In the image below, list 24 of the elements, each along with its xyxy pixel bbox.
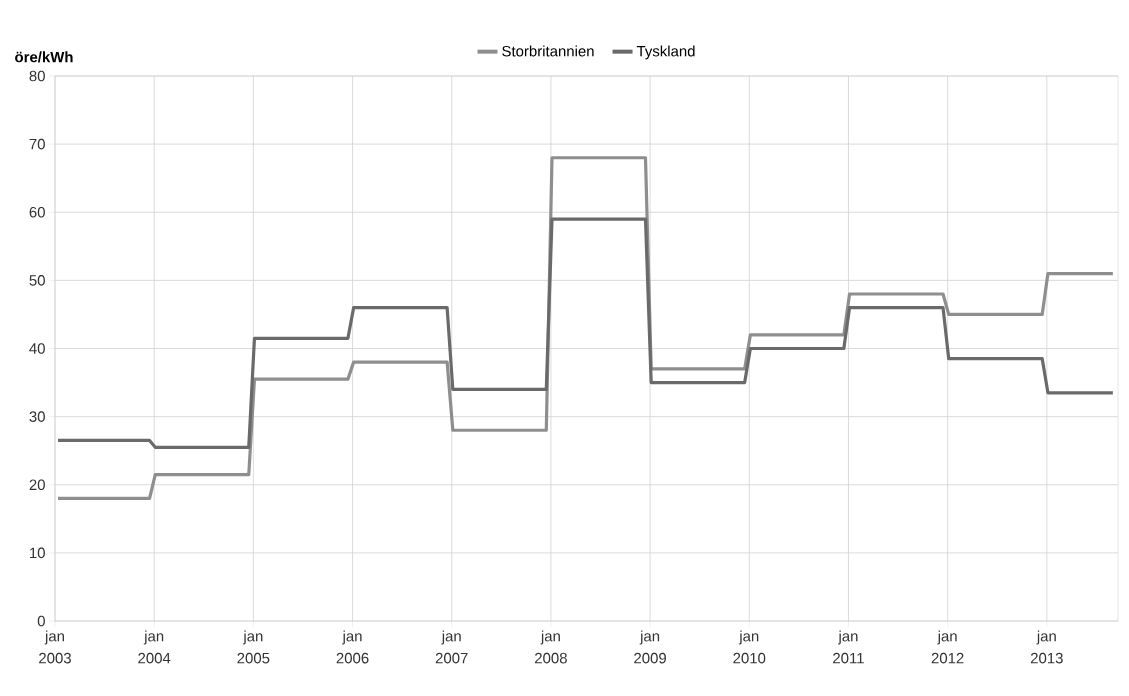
legend-label: Storbritannien: [502, 45, 594, 57]
y-tick-label: 10: [30, 547, 45, 559]
x-tick-label: jan 2003: [39, 630, 71, 664]
x-tick-label: jan 2009: [634, 630, 666, 664]
y-tick-label: 70: [29, 138, 45, 150]
x-tick-label: jan 2006: [336, 630, 369, 664]
legend-label: Tyskland: [636, 45, 695, 60]
y-tick-label: 40: [29, 343, 45, 354]
y-tick-label: 20: [29, 479, 45, 491]
x-tick-label: jan 2005: [237, 630, 270, 664]
x-tick-label: jan 2011: [833, 630, 864, 664]
y-tick-label: 0: [37, 615, 45, 627]
x-tick-label: jan 2013: [1030, 630, 1063, 664]
x-tick-label: jan 2008: [535, 630, 567, 664]
y-axis-title: öre/kWh: [15, 51, 73, 63]
y-tick-label: 30: [29, 411, 45, 422]
x-tick-label: jan 2004: [138, 630, 171, 664]
x-tick-label: jan 2007: [435, 630, 468, 664]
y-tick-label: 80: [29, 70, 45, 82]
line-series: [56, 217, 1115, 449]
x-tick-label: jan 2010: [733, 630, 766, 664]
y-tick-label: 50: [29, 275, 45, 286]
y-tick-label: 60: [29, 206, 45, 218]
x-tick-label: jan 2012: [931, 630, 964, 664]
